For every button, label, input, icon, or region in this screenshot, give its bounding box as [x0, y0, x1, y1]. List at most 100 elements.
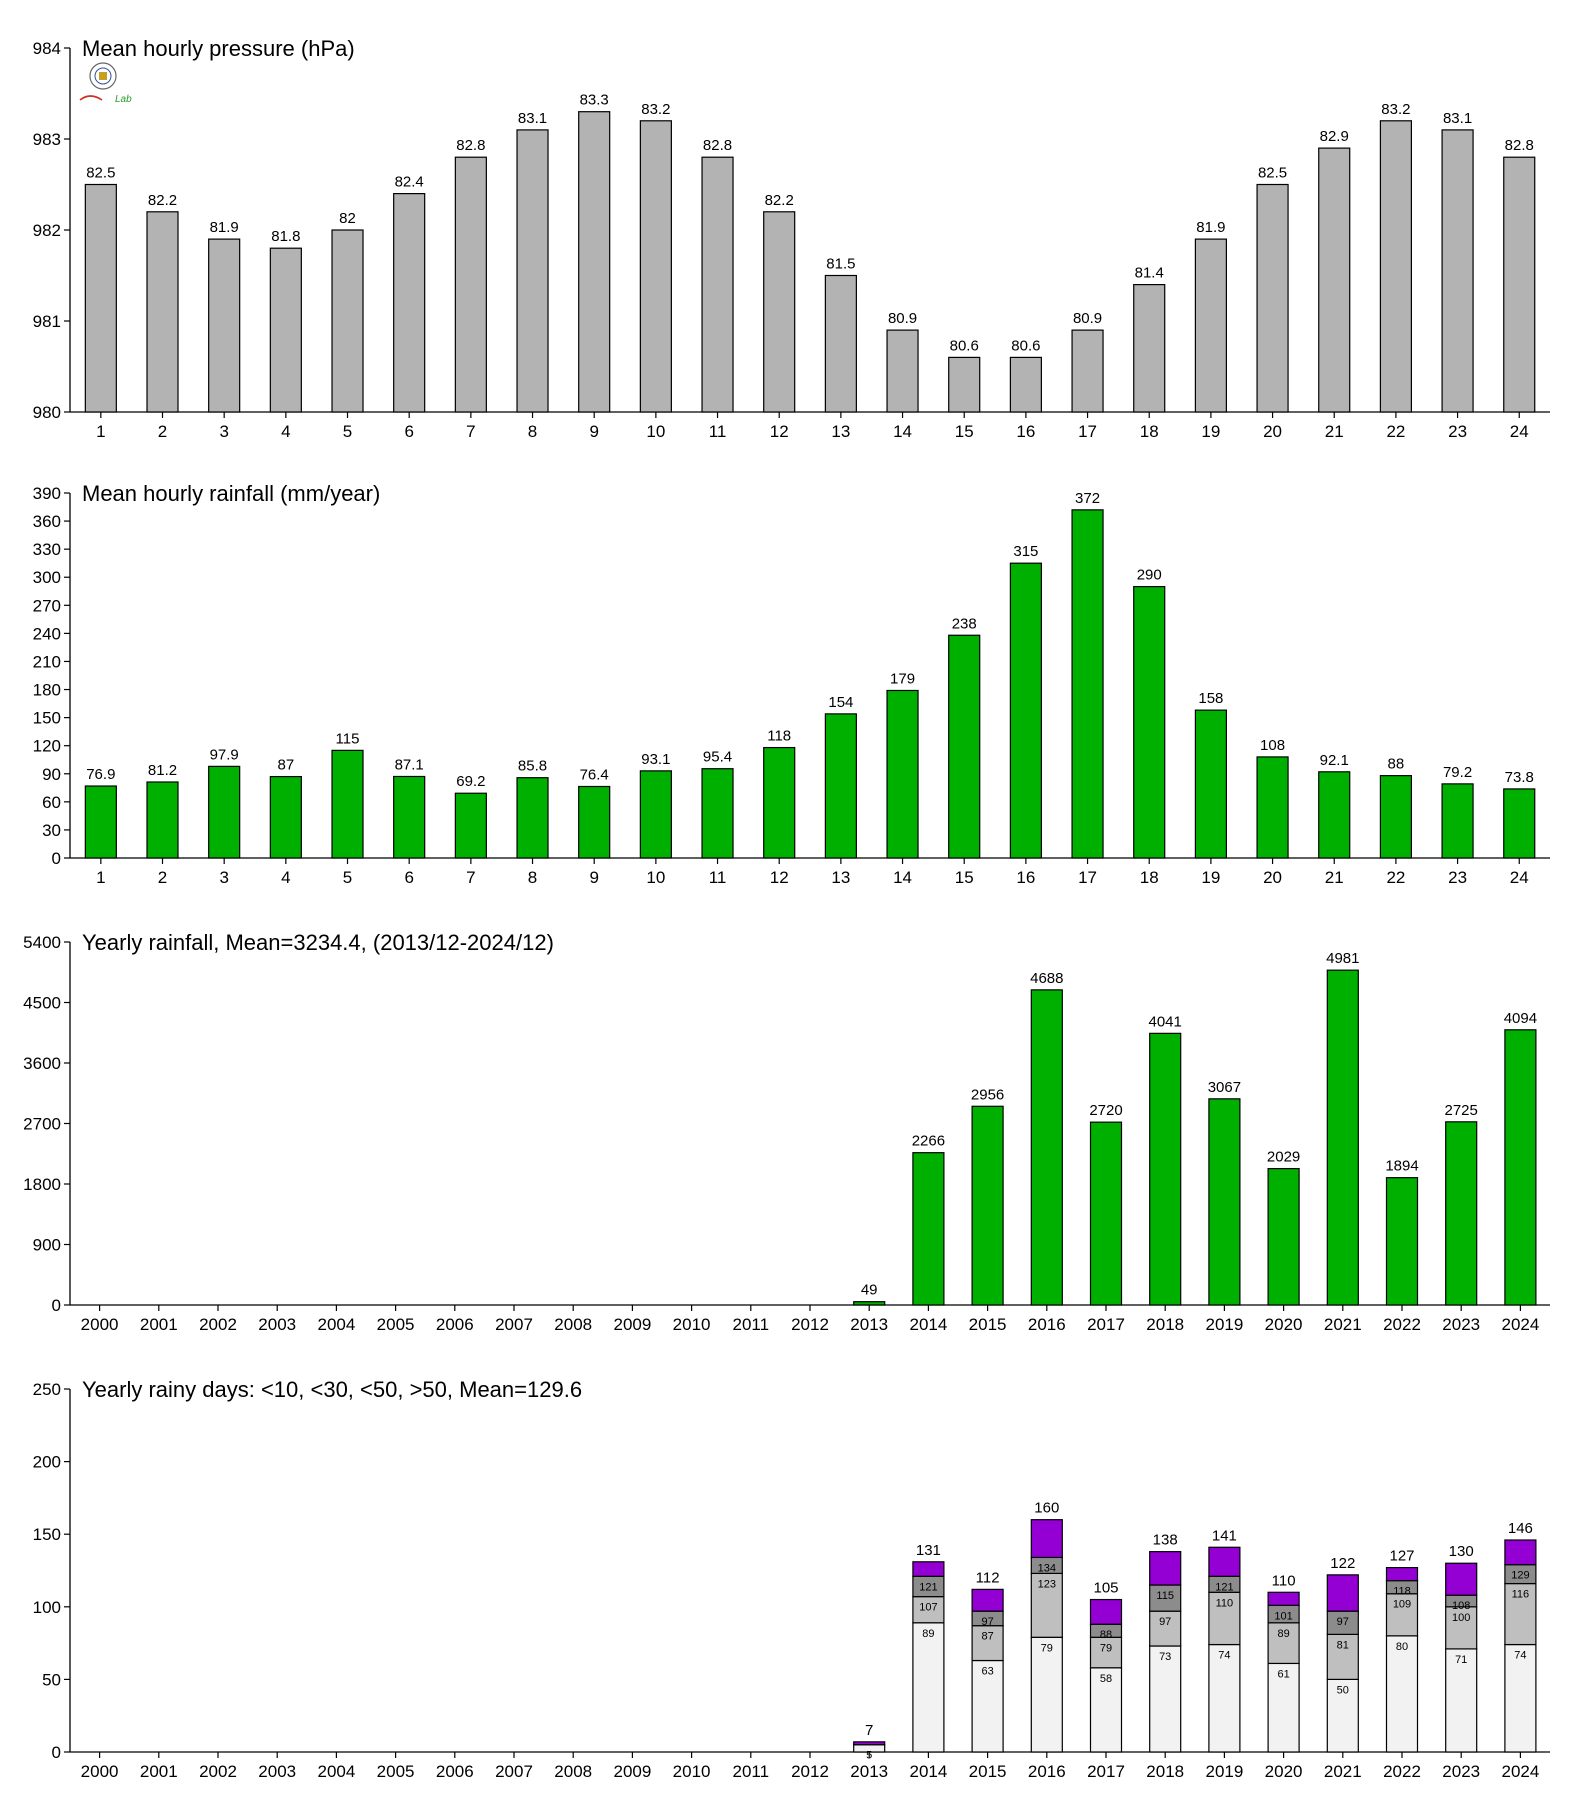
x-tick-label: 2008 — [554, 1762, 592, 1781]
bar — [1256, 183, 1289, 413]
bar — [1133, 284, 1166, 413]
bar-segment-lt10 — [1504, 1643, 1537, 1753]
x-tick-label: 19 — [1201, 868, 1220, 887]
y-tick-label: 2700 — [23, 1115, 61, 1134]
bar — [763, 211, 796, 413]
bar — [1441, 783, 1474, 859]
y-tick-label: 120 — [33, 737, 61, 756]
x-tick-label: 2003 — [258, 1315, 296, 1334]
x-tick-label: 2014 — [909, 1762, 947, 1781]
bar-segment-lt30 — [1385, 1593, 1419, 1637]
chart-title: Yearly rainfall, Mean=3234.4, (2013/12-2… — [82, 930, 554, 955]
x-tick-label: 6 — [404, 868, 413, 887]
x-tick-label: 2000 — [81, 1762, 119, 1781]
data-label: 76.9 — [86, 766, 115, 783]
segment-label-lt50: 121 — [919, 1581, 937, 1593]
y-tick-label: 250 — [33, 1380, 61, 1399]
data-label: 80.6 — [950, 337, 979, 354]
segment-label-lt10: 50 — [1337, 1684, 1349, 1696]
total-label: 131 — [916, 1542, 941, 1559]
bar-segment-lt10 — [1326, 1678, 1359, 1753]
logo-seal-center-icon — [99, 72, 107, 80]
bar — [763, 746, 796, 859]
data-label: 81.9 — [210, 219, 239, 236]
bar-segment-lt30 — [971, 1625, 1004, 1662]
x-tick-label: 11 — [709, 422, 727, 441]
x-tick-label: 2009 — [613, 1762, 651, 1781]
y-tick-label: 983 — [33, 130, 61, 149]
data-label: 1894 — [1385, 1158, 1418, 1175]
data-label: 83.1 — [1443, 110, 1472, 127]
y-tick-label: 981 — [33, 312, 61, 331]
y-tick-label: 1800 — [23, 1175, 61, 1194]
data-label: 81.4 — [1135, 265, 1164, 282]
bar — [578, 111, 611, 413]
data-label: 82.2 — [148, 192, 177, 209]
bar — [971, 1105, 1004, 1306]
segment-label-lt10: 63 — [981, 1666, 993, 1678]
x-tick-label: 2001 — [140, 1762, 178, 1781]
segment-label-lt30: 87 — [981, 1631, 993, 1643]
y-tick-label: 390 — [33, 484, 61, 503]
data-label: 79.2 — [1443, 764, 1472, 781]
total-label: 146 — [1508, 1520, 1533, 1537]
x-tick-label: 2011 — [733, 1762, 770, 1781]
bar — [1326, 969, 1359, 1306]
bar — [393, 775, 426, 859]
x-tick-label: 18 — [1140, 868, 1159, 887]
segment-label-lt30: 110 — [1216, 1597, 1234, 1609]
data-label: 118 — [767, 728, 791, 745]
bar — [1194, 709, 1227, 859]
x-tick-label: 17 — [1078, 868, 1097, 887]
data-label: 80.9 — [888, 310, 917, 327]
data-label: 83.2 — [1381, 101, 1410, 118]
x-tick-label: 2020 — [1265, 1762, 1303, 1781]
x-tick-label: 2010 — [673, 1315, 711, 1334]
y-tick-label: 100 — [33, 1598, 61, 1617]
bar — [1379, 775, 1413, 859]
bar-segment-total — [1445, 1562, 1478, 1596]
x-tick-label: 13 — [831, 422, 850, 441]
x-tick-label: 2000 — [81, 1315, 119, 1334]
bar-segment-total — [1149, 1551, 1182, 1586]
segment-label-lt30: 100 — [1452, 1612, 1470, 1624]
x-tick-label: 4 — [281, 422, 290, 441]
y-tick-label: 200 — [33, 1453, 61, 1472]
bar — [701, 156, 734, 413]
y-tick-label: 270 — [33, 596, 61, 615]
data-label: 3067 — [1208, 1079, 1241, 1096]
segment-label-lt10: 80 — [1396, 1641, 1408, 1653]
x-tick-label: 3 — [219, 422, 228, 441]
x-tick-label: 17 — [1078, 422, 1097, 441]
chart-panel-hourly_rain: Mean hourly rainfall (mm/year)0306090120… — [33, 481, 1550, 887]
data-label: 81.5 — [826, 256, 855, 273]
x-tick-label: 3 — [219, 868, 228, 887]
data-label: 108 — [1260, 737, 1285, 754]
data-label: 97.9 — [210, 746, 239, 763]
data-label: 69.2 — [456, 773, 485, 790]
x-tick-label: 2 — [158, 422, 167, 441]
x-tick-label: 8 — [528, 868, 537, 887]
bar-segment-lt30 — [1445, 1606, 1478, 1650]
x-tick-label: 2018 — [1146, 1315, 1184, 1334]
data-label: 83.2 — [641, 101, 670, 118]
data-label: 82.8 — [456, 137, 485, 154]
bar-segment-lt30 — [1267, 1622, 1300, 1665]
x-tick-label: 2012 — [791, 1315, 829, 1334]
x-tick-label: 2023 — [1442, 1762, 1480, 1781]
x-tick-label: 2015 — [969, 1762, 1007, 1781]
bar — [701, 768, 734, 859]
x-tick-label: 2018 — [1146, 1762, 1184, 1781]
y-tick-label: 0 — [52, 1296, 61, 1315]
x-tick-label: 12 — [770, 422, 789, 441]
bar — [912, 1152, 945, 1306]
bar — [1445, 1121, 1478, 1306]
chart-title: Mean hourly rainfall (mm/year) — [82, 481, 380, 506]
x-tick-label: 2017 — [1087, 1315, 1125, 1334]
bar — [454, 156, 487, 413]
x-tick-label: 16 — [1016, 422, 1035, 441]
data-label: 4094 — [1504, 1010, 1537, 1027]
chart-title: Mean hourly pressure (hPa) — [82, 36, 355, 61]
x-tick-label: 2017 — [1087, 1762, 1125, 1781]
